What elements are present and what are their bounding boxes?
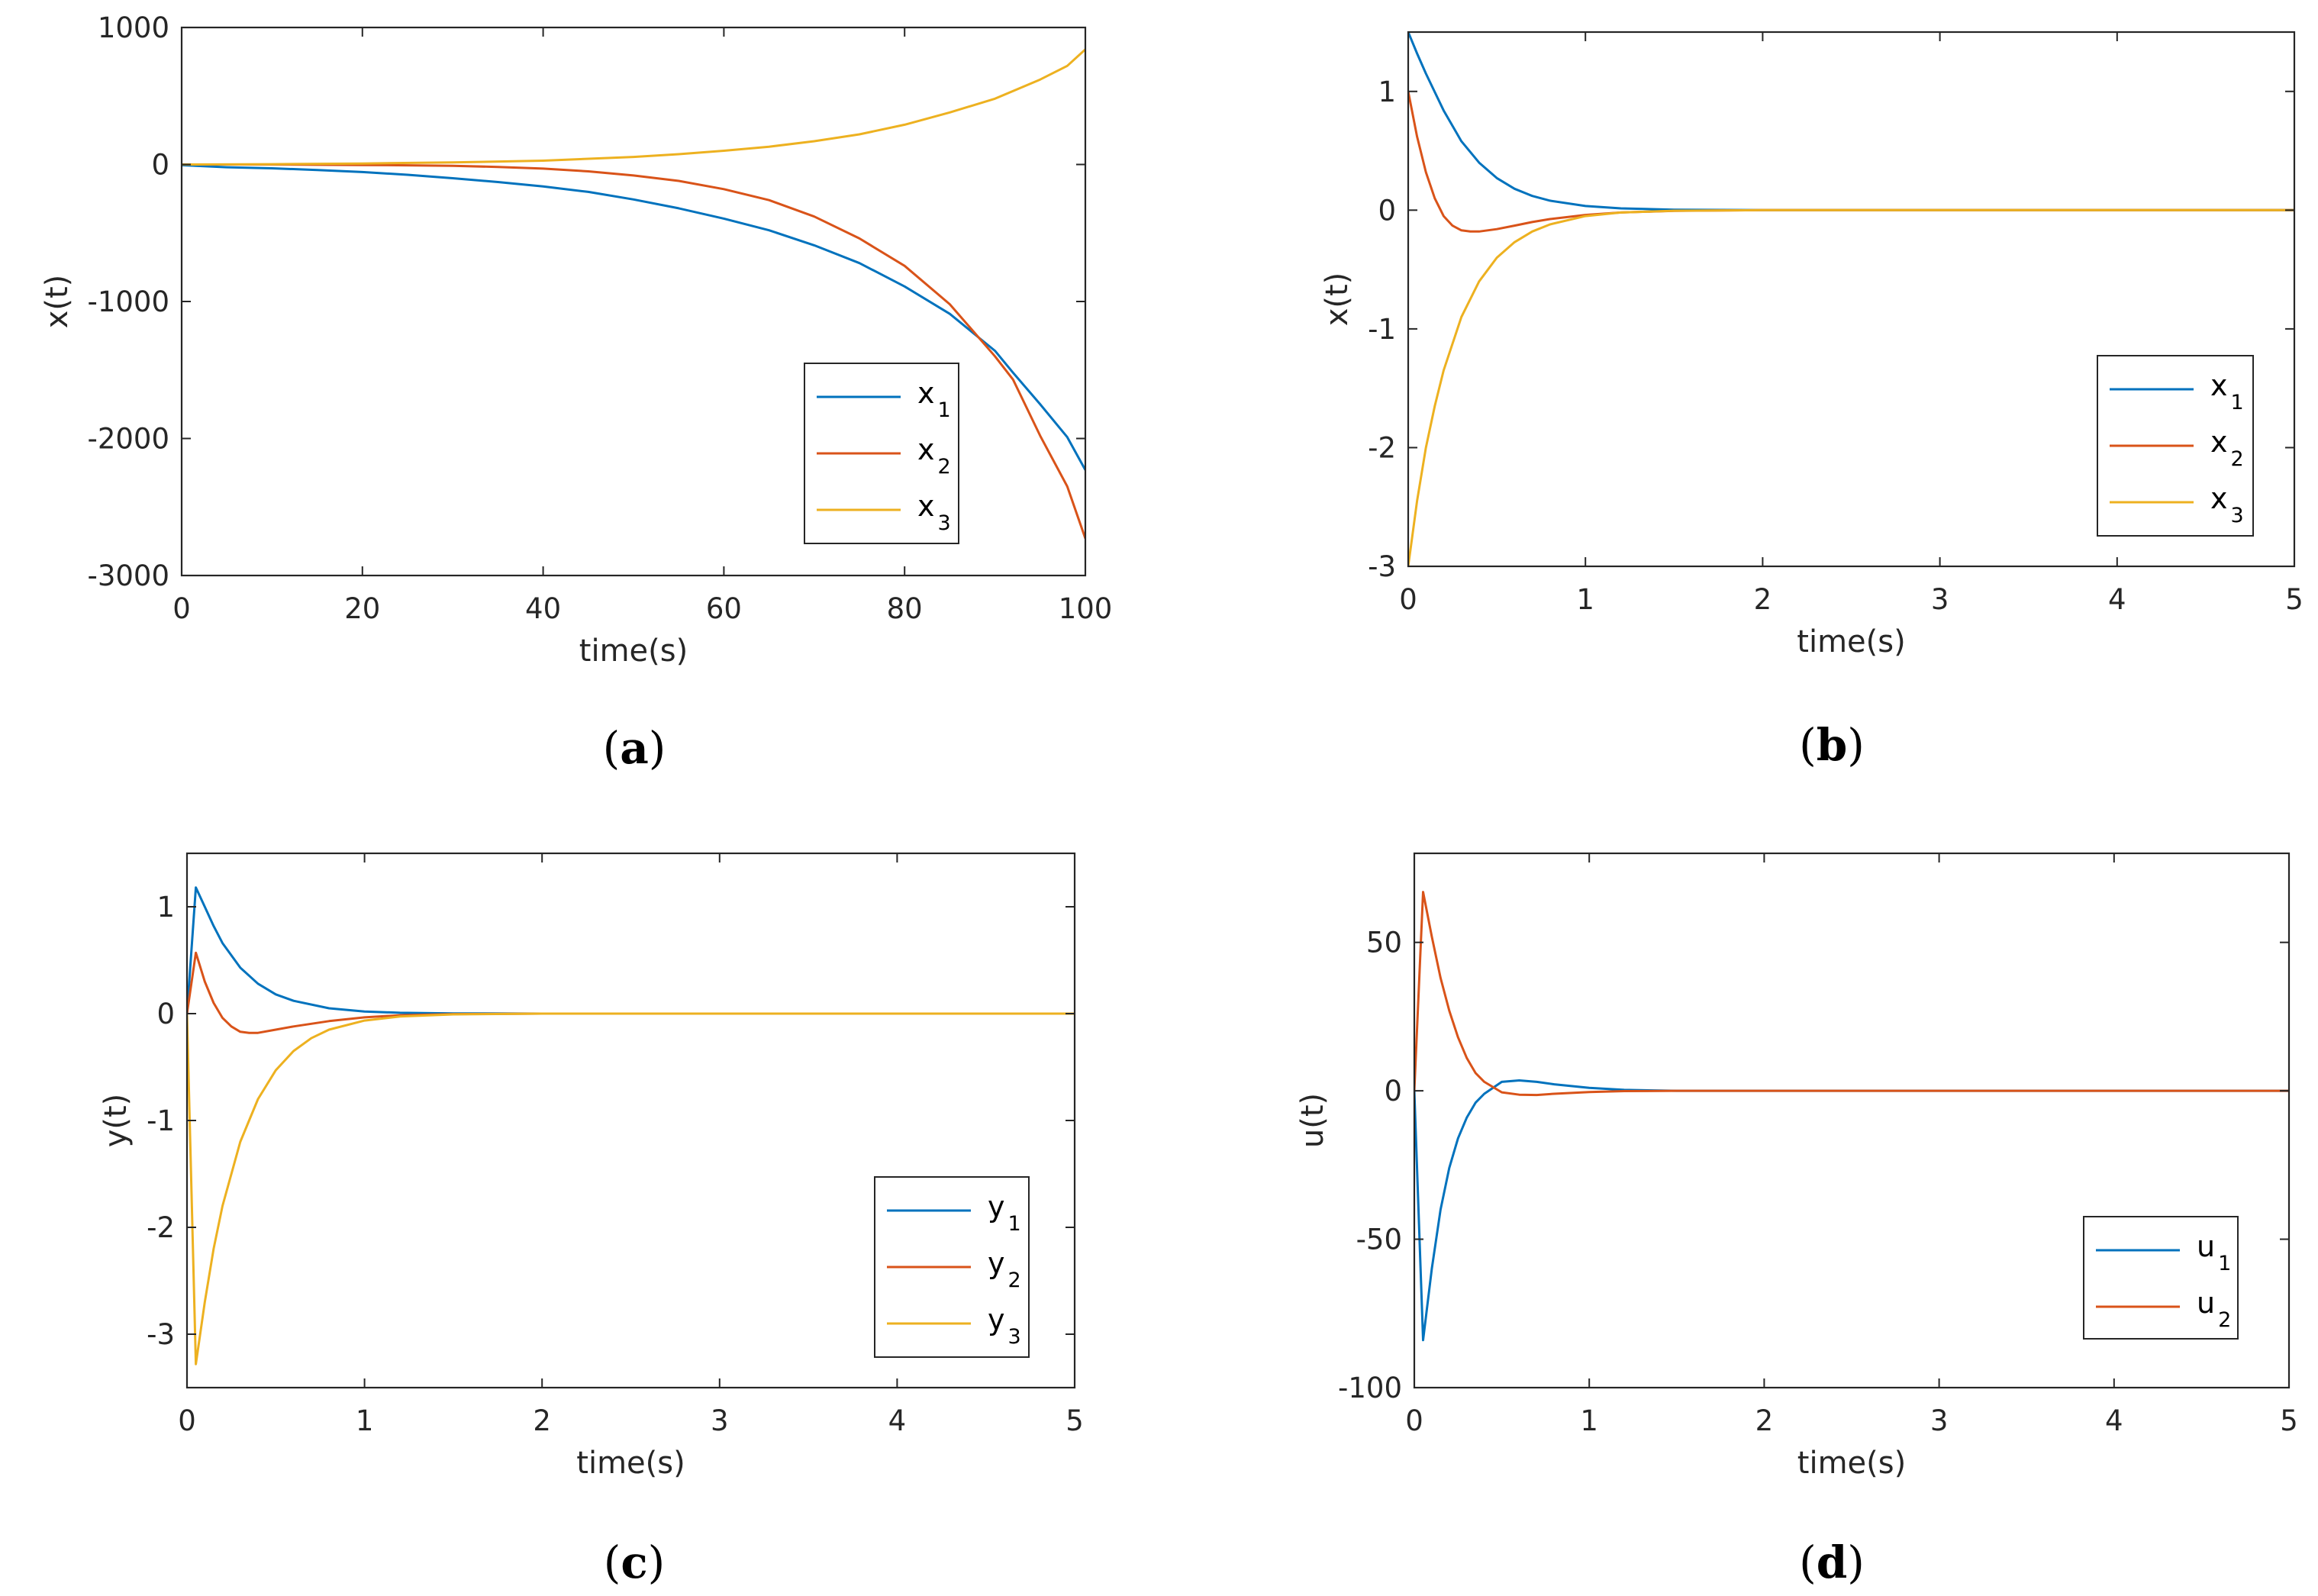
- y-tick-label: 1: [156, 891, 175, 924]
- x-axis-label: time(s): [579, 634, 688, 669]
- series-line-x1: [1408, 32, 2294, 211]
- panel-caption: (a): [603, 722, 666, 774]
- y-tick-label: -3000: [87, 559, 169, 592]
- series-line-u2: [1414, 891, 2289, 1097]
- x-tick-label: 4: [2105, 1404, 2123, 1437]
- y-tick-label: 50: [1366, 927, 1402, 959]
- series-line-x1: [182, 163, 1085, 471]
- x-tick-label: 0: [1405, 1404, 1423, 1437]
- y-tick-label: -1000: [87, 285, 169, 318]
- x-tick-label: 1: [1576, 583, 1594, 616]
- y-tick-label: -3: [147, 1318, 175, 1351]
- series-lines: [1408, 32, 2294, 566]
- x-tick-label: 1: [356, 1404, 374, 1437]
- y-axis-label: x(t): [1320, 272, 1355, 327]
- x-tick-label: 3: [1931, 583, 1949, 616]
- x-tick-label: 5: [1066, 1404, 1084, 1437]
- series-line-y3: [187, 1012, 1075, 1365]
- panel-caption: (d): [1799, 1536, 1865, 1588]
- x-tick-label: 0: [1399, 583, 1417, 616]
- x-tick-label: 3: [711, 1404, 729, 1437]
- x-tick-label: 2: [1755, 1404, 1774, 1437]
- x-tick-label: 4: [2108, 583, 2126, 616]
- x-tick-label: 80: [887, 592, 923, 625]
- panel-caption: (c): [604, 1536, 666, 1588]
- x-axis-label: time(s): [1797, 1446, 1906, 1481]
- series-lines: [187, 886, 1075, 1365]
- x-axis-label: time(s): [1797, 624, 1905, 659]
- y-tick-label: -100: [1338, 1372, 1402, 1404]
- chart-panel-a: 0 20 40 60 80 100 -3000 -2000 -1000 0 1000 time(s) x…: [40, 11, 1112, 774]
- x-tick-label: 4: [888, 1404, 907, 1437]
- y-axis-label: x(t): [40, 275, 75, 329]
- y-tick-label: 1000: [98, 11, 169, 44]
- y-tick-label: 0: [1378, 194, 1396, 227]
- legend-box: [2083, 1216, 2239, 1340]
- series-line-x3: [1408, 208, 2294, 566]
- x-tick-label: 1: [1580, 1404, 1598, 1437]
- y-tick-label: 0: [1384, 1075, 1402, 1108]
- y-tick-label: 1: [1378, 76, 1396, 108]
- x-tick-label: 5: [2285, 583, 2303, 616]
- x-tick-label: 5: [2280, 1404, 2298, 1437]
- series-lines: [182, 48, 1085, 539]
- y-axis-label: y(t): [98, 1094, 134, 1148]
- axes-box: [1407, 31, 2296, 568]
- panel-caption: (b): [1799, 719, 1865, 771]
- x-tick-label: 2: [1754, 583, 1772, 616]
- y-tick-label: -2: [147, 1211, 175, 1244]
- series-line-y1: [187, 886, 1075, 1015]
- x-tick-label: 40: [525, 592, 561, 625]
- y-axis-label: u(t): [1295, 1093, 1330, 1148]
- x-tick-label: 100: [1059, 592, 1113, 625]
- x-tick-label: 60: [706, 592, 742, 625]
- y-tick-label: 0: [151, 149, 169, 182]
- y-tick-label: -1: [147, 1104, 175, 1137]
- y-tick-label: -3: [1368, 550, 1396, 583]
- axes-box: [1413, 852, 2291, 1389]
- x-tick-label: 3: [1930, 1404, 1949, 1437]
- y-tick-label: 0: [156, 998, 175, 1030]
- x-tick-label: 0: [172, 592, 191, 625]
- series-line-x2: [182, 163, 1085, 539]
- series-lines: [1414, 891, 2289, 1342]
- y-tick-label: -2000: [87, 423, 169, 456]
- x-tick-label: 20: [344, 592, 380, 625]
- y-tick-label: -1: [1368, 313, 1396, 346]
- x-axis-label: time(s): [576, 1446, 685, 1481]
- x-tick-label: 2: [533, 1404, 551, 1437]
- series-line-x3: [182, 48, 1085, 166]
- y-tick-label: -2: [1368, 431, 1396, 464]
- x-tick-label: 0: [178, 1404, 196, 1437]
- y-tick-label: -50: [1356, 1224, 1402, 1256]
